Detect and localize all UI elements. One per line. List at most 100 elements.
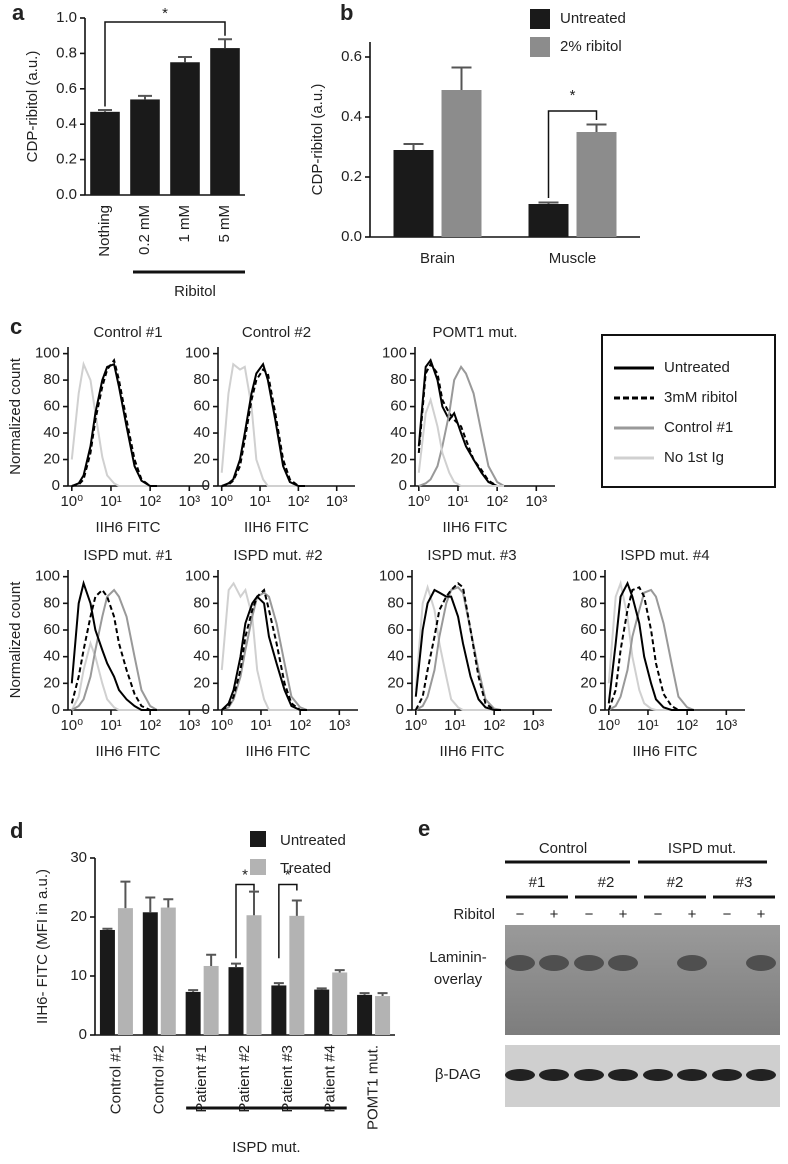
treatment-sign: − xyxy=(723,906,732,923)
y-axis-label: Normalized count xyxy=(7,581,24,699)
x-tick-label: 10³ xyxy=(328,717,350,734)
error-bar xyxy=(102,927,113,930)
error-bar xyxy=(163,898,174,908)
histogram-line xyxy=(221,368,306,487)
dag-band xyxy=(712,1069,742,1081)
error-bar xyxy=(273,982,284,986)
bar xyxy=(210,48,240,196)
histogram-line xyxy=(71,357,158,487)
histogram-line xyxy=(607,580,695,711)
y-tick-label: 0.4 xyxy=(341,108,362,125)
legend-swatch xyxy=(250,859,266,875)
y-tick-label: 40 xyxy=(43,424,60,441)
y-tick-label: 0.0 xyxy=(56,186,77,203)
panel-letter: d xyxy=(10,818,23,843)
chart-title: ISPD mut. #1 xyxy=(83,547,172,564)
error-bar xyxy=(403,143,424,150)
y-tick-label: 0 xyxy=(399,477,407,494)
treatment-sign: + xyxy=(757,906,766,923)
y-axis-label: Normalized count xyxy=(7,357,24,475)
treatment-sign: − xyxy=(516,906,525,923)
y-tick-label: 80 xyxy=(193,371,210,388)
x-tick-label: 10² xyxy=(139,717,161,734)
y-tick-label: 40 xyxy=(43,648,60,665)
x-tick-label: 10⁰ xyxy=(60,493,83,510)
y-tick-label: 40 xyxy=(193,424,210,441)
error-bar xyxy=(334,969,345,973)
laminin-band xyxy=(608,955,638,971)
error-bar xyxy=(178,55,192,63)
x-tick-label: 10¹ xyxy=(249,493,271,510)
x-tick-label: 10² xyxy=(289,717,311,734)
lane-label: #1 xyxy=(529,874,546,891)
y-tick-label: 60 xyxy=(387,621,404,638)
dag-band xyxy=(608,1069,638,1081)
bar xyxy=(332,972,348,1035)
legend-swatch xyxy=(530,9,550,29)
y-tick-label: 40 xyxy=(580,648,597,665)
histogram-line xyxy=(221,588,308,711)
x-tick-label: 10² xyxy=(139,493,161,510)
error-bar xyxy=(138,94,152,100)
error-bar xyxy=(206,953,217,966)
x-tick-label: Patient #3 xyxy=(279,1045,296,1113)
x-axis-label: IIH6 FITC xyxy=(442,519,507,536)
legend-label: 3mM ribitol xyxy=(664,389,737,406)
x-axis-label: IIH6 FITC xyxy=(95,519,160,536)
x-tick-label: 5 mM xyxy=(216,205,233,243)
legend-label: 2% ribitol xyxy=(560,38,622,55)
x-tick-label: 10¹ xyxy=(637,717,659,734)
histogram-line xyxy=(417,396,505,487)
x-tick-label: 10³ xyxy=(178,493,200,510)
y-tick-label: 60 xyxy=(43,621,60,638)
x-tick-label: Brain xyxy=(420,250,455,267)
significance-label: * xyxy=(285,867,291,884)
y-tick-label: 10 xyxy=(70,967,87,984)
significance-label: * xyxy=(242,867,248,884)
chart-title: ISPD mut. #2 xyxy=(233,547,322,564)
chart-title: ISPD mut. #3 xyxy=(427,547,516,564)
bar xyxy=(528,204,569,237)
bar xyxy=(314,989,330,1035)
x-axis-label: IIH6 FITC xyxy=(245,743,310,760)
histogram-line xyxy=(417,362,505,487)
x-tick-label: 10² xyxy=(486,493,508,510)
x-tick-label: Patient #4 xyxy=(322,1045,339,1113)
error-bar xyxy=(291,899,302,916)
y-tick-label: 20 xyxy=(70,908,87,925)
blot-row-label: overlay xyxy=(434,971,483,988)
y-tick-label: 20 xyxy=(580,674,597,691)
bar xyxy=(90,111,120,195)
panel-letter: e xyxy=(418,816,430,841)
x-tick-label: 10¹ xyxy=(100,717,122,734)
dag-band xyxy=(505,1069,535,1081)
y-tick-label: 0.6 xyxy=(56,80,77,97)
y-tick-label: 0 xyxy=(589,701,597,718)
y-tick-label: 40 xyxy=(387,648,404,665)
histogram-line xyxy=(70,360,158,487)
bar xyxy=(576,132,617,237)
bar xyxy=(160,907,176,1035)
histogram-line xyxy=(70,588,158,711)
error-bar xyxy=(231,962,241,968)
dag-band xyxy=(746,1069,776,1081)
x-tick-label: 10⁰ xyxy=(407,493,430,510)
x-tick-label: POMT1 mut. xyxy=(365,1045,382,1130)
treatment-sign: + xyxy=(550,906,559,923)
dag-band xyxy=(574,1069,604,1081)
legend-label: Untreated xyxy=(280,832,346,849)
significance-bracket xyxy=(278,883,298,959)
x-tick-label: 10¹ xyxy=(444,717,466,734)
bar xyxy=(375,996,391,1035)
chart-title: Control #1 xyxy=(93,324,162,341)
x-tick-label: 10³ xyxy=(178,717,200,734)
laminin-band xyxy=(746,955,776,971)
x-tick-label: 10⁰ xyxy=(597,717,620,734)
bar xyxy=(130,99,160,195)
legend-box xyxy=(601,334,776,488)
blot-row-label: β-DAG xyxy=(435,1066,481,1083)
error-bar xyxy=(188,989,199,992)
x-tick-label: 10¹ xyxy=(250,717,272,734)
x-tick-label: 10⁰ xyxy=(210,717,233,734)
chart-title: POMT1 mut. xyxy=(432,324,517,341)
